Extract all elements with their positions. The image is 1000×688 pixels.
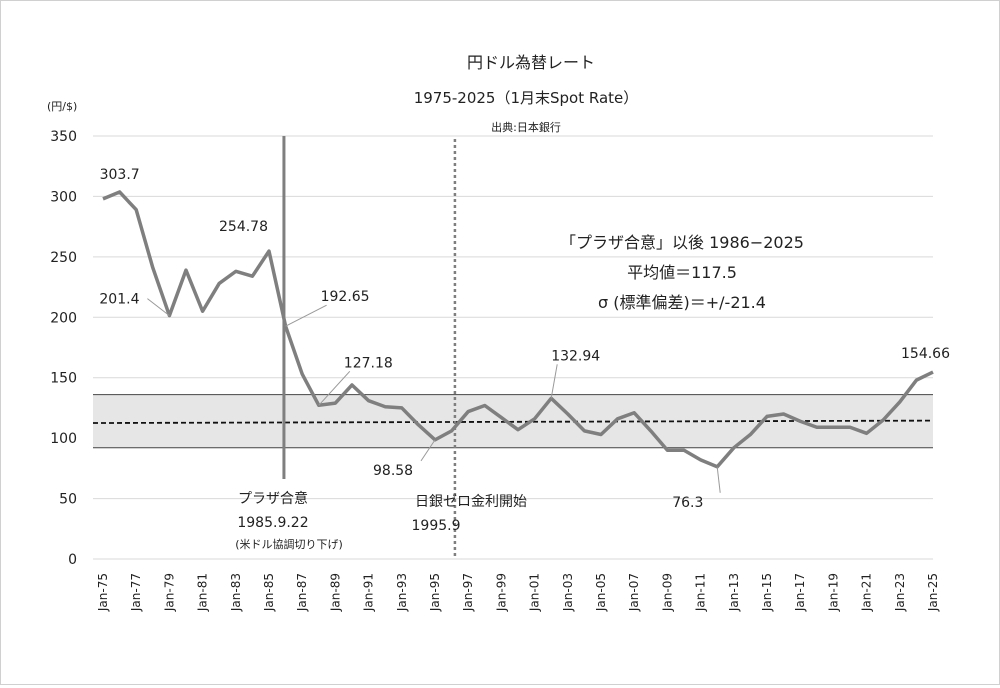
annotation-leader (550, 364, 558, 399)
plaza-note: (米ドル協調切り下げ) (235, 537, 343, 551)
y-tick-label: 50 (59, 492, 77, 508)
x-tick-label: Jan-77 (129, 573, 143, 612)
annotation-label: 192.65 (321, 289, 370, 305)
annotation-leader (285, 304, 327, 327)
annotation-label: 76.3 (672, 495, 703, 511)
annotation-label: 254.78 (219, 219, 268, 235)
x-tick-label: Jan-05 (594, 573, 608, 612)
annotation-label: 154.66 (901, 346, 950, 362)
y-tick-label: 300 (50, 189, 77, 205)
mean-line (92, 419, 934, 424)
annotation-label: 127.18 (344, 355, 393, 371)
y-tick-label: 150 (50, 371, 77, 387)
x-tick-label: Jan-23 (893, 573, 907, 612)
y-axis-unit: (円/$) (47, 100, 77, 113)
source-note: 出典:日本銀行 (491, 120, 561, 134)
series-line (102, 190, 934, 469)
y-axis-ticks: 0 50 100 150 200 250 300 350 (50, 129, 77, 568)
annotation-leader (420, 439, 436, 462)
annotation-leader (318, 370, 351, 406)
stats-period: 「プラザ合意」以後 1986−2025 (560, 233, 804, 252)
plaza-label: プラザ合意 (238, 490, 308, 507)
x-tick-label: Jan-83 (229, 573, 243, 612)
series-usdjpy (102, 190, 934, 469)
x-tick-label: Jan-85 (262, 573, 276, 612)
x-tick-label: Jan-25 (926, 573, 940, 612)
x-tick-label: Jan-03 (561, 573, 575, 612)
y-tick-label: 350 (50, 129, 77, 145)
x-tick-label: Jan-19 (826, 573, 840, 612)
y-tick-label: 200 (50, 310, 77, 326)
plaza-date: 1985.9.22 (237, 515, 308, 531)
x-tick-label: Jan-09 (660, 573, 674, 612)
x-tick-label: Jan-91 (362, 573, 376, 612)
y-tick-label: 100 (50, 431, 77, 447)
x-tick-label: Jan-93 (395, 573, 409, 612)
x-tick-label: Jan-99 (494, 573, 508, 612)
x-tick-label: Jan-13 (727, 573, 741, 612)
x-tick-label: Jan-07 (627, 573, 641, 612)
x-tick-label: Jan-95 (428, 573, 442, 612)
annotation-label: 201.4 (99, 292, 139, 308)
x-tick-label: Jan-87 (295, 573, 309, 612)
x-tick-label: Jan-79 (162, 573, 176, 612)
x-tick-label: Jan-21 (860, 573, 874, 612)
chart-subtitle: 1975-2025（1月末Spot Rate） (414, 89, 639, 107)
stats-mean: 平均値＝117.5 (627, 263, 737, 282)
event-lines (282, 136, 457, 556)
annotation-label: 303.7 (100, 167, 140, 183)
zero-rate-date: 1995.9 (412, 518, 461, 534)
annotation-label: 132.94 (551, 348, 600, 364)
x-tick-label: Jan-01 (528, 573, 542, 612)
x-tick-label: Jan-17 (793, 573, 807, 612)
x-tick-label: Jan-97 (461, 573, 475, 612)
y-tick-label: 250 (50, 250, 77, 266)
zero-rate-label: 日銀ゼロ金利開始 (415, 494, 527, 510)
x-tick-label: Jan-75 (96, 573, 110, 612)
x-tick-label: Jan-11 (694, 573, 708, 612)
annotation-leader (147, 298, 170, 316)
data-annotations: 303.7 254.78 201.4 192.65 127.18 98.58 132.94 7… (99, 167, 950, 511)
x-tick-label: Jan-81 (196, 573, 210, 612)
chart-title: 円ドル為替レート (467, 53, 595, 72)
x-tick-label: Jan-89 (328, 573, 342, 612)
x-tick-label: Jan-15 (760, 573, 774, 612)
annotation-leader (716, 466, 721, 493)
x-axis-ticks: Jan-75 Jan-77 Jan-79 Jan-81 Jan-83 Jan-85 Jan-… (96, 573, 940, 612)
stats-stddev: σ (標準偏差)＝+/-21.4 (598, 293, 766, 312)
sigma-band (92, 394, 934, 449)
y-tick-label: 0 (68, 552, 77, 568)
annotation-label: 98.58 (373, 463, 413, 479)
